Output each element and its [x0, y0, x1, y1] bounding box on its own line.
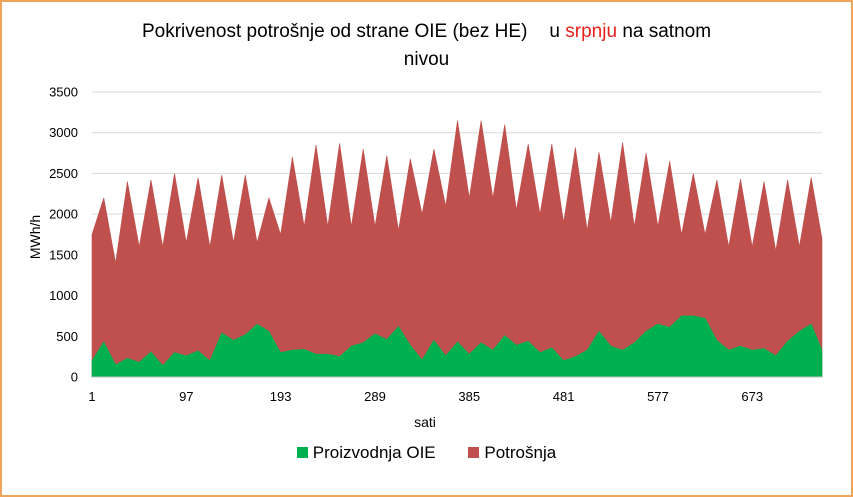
title-part1: Pokrivenost potrošnje od strane OIE (bez…	[141, 21, 528, 42]
x-axis-title: sati	[414, 414, 436, 430]
y-tick-label-1000: 1000	[49, 288, 78, 303]
x-tick-label-385: 385	[458, 389, 480, 404]
legend: Proizvodnja OIE Potrošnja	[0, 443, 853, 463]
x-tick-label-1: 1	[88, 389, 95, 404]
legend-label-oie: Proizvodnja OIE	[312, 443, 436, 462]
x-tick-label-481: 481	[553, 389, 575, 404]
title-line2: nivou	[403, 49, 450, 70]
y-axis-title: MWh/h	[27, 215, 43, 259]
legend-item-oie: Proizvodnja OIE	[296, 443, 436, 463]
y-tick-label-1500: 1500	[49, 247, 78, 262]
chart-title: Pokrivenost potrošnje od strane OIE (bez…	[0, 18, 853, 74]
y-tick-label-3000: 3000	[49, 125, 78, 140]
x-tick-label-97: 97	[179, 389, 193, 404]
series-area-potrosnja	[91, 120, 823, 378]
x-tick-label-289: 289	[364, 389, 386, 404]
legend-label-potrosnja: Potrošnja	[484, 443, 557, 462]
x-tick-label-577: 577	[647, 389, 669, 404]
legend-item-potrosnja: Potrošnja	[468, 443, 556, 463]
title-part3: na satnom	[622, 21, 712, 42]
legend-swatch-potrosnja	[468, 447, 480, 458]
title-part2: u	[549, 21, 560, 42]
legend-swatch-oie	[296, 447, 308, 458]
y-tick-label-500: 500	[56, 329, 78, 344]
y-tick-label-2000: 2000	[49, 207, 78, 222]
x-tick-label-193: 193	[270, 389, 292, 404]
y-tick-label-0: 0	[71, 370, 78, 385]
y-tick-label-3500: 3500	[49, 85, 78, 100]
title-highlight: srpnju	[565, 21, 618, 42]
y-tick-label-2500: 2500	[49, 166, 78, 181]
x-tick-label-673: 673	[741, 389, 763, 404]
series-area-proizvodnja-oie	[91, 315, 823, 378]
